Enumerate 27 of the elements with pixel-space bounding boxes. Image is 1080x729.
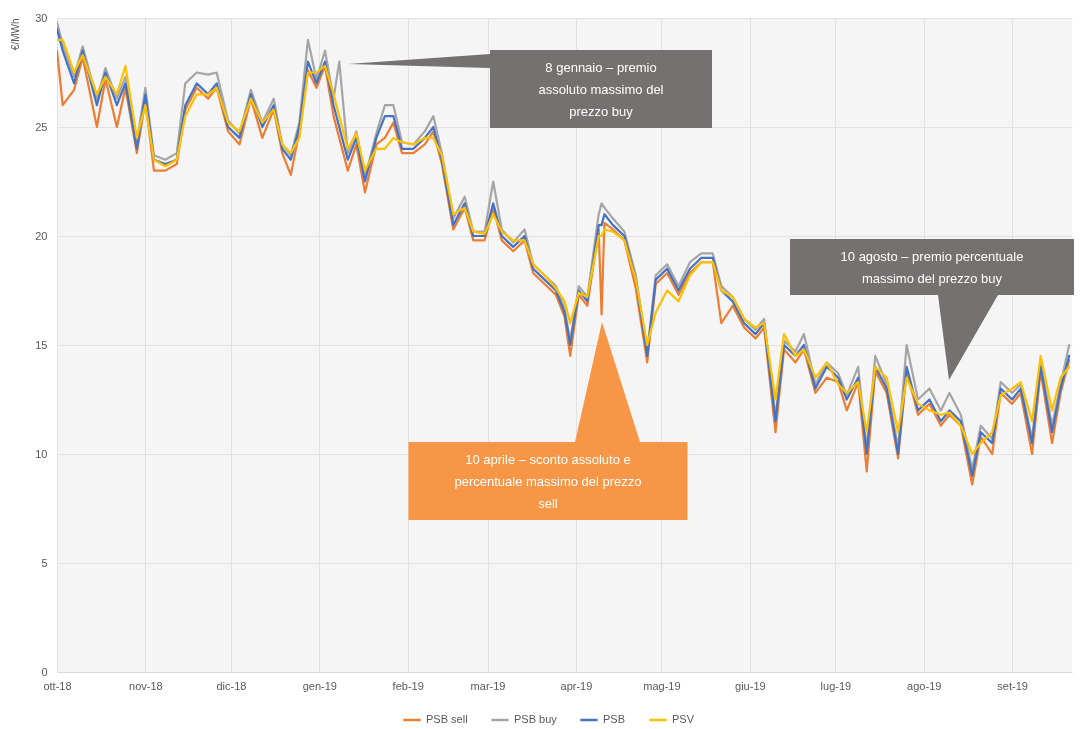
y-axis-title: €/MWh: [9, 18, 21, 51]
annotation: 10 aprile – sconto assoluto e percentuale massimo del prezzo sell: [454, 452, 642, 511]
x-tick-label: set-19: [997, 679, 1028, 692]
x-tick-label: ago-19: [907, 679, 942, 692]
legend-label: PSB: [603, 713, 626, 725]
y-tick-label: 10: [35, 447, 48, 460]
x-tick-label: nov-18: [129, 679, 163, 692]
x-tick-label: mag-19: [643, 679, 681, 692]
x-tick-label: gen-19: [302, 679, 337, 692]
y-tick-label: 5: [41, 556, 48, 569]
legend-label: PSB buy: [514, 713, 558, 725]
x-tick-label: lug-19: [820, 679, 852, 692]
y-tick-label: 25: [35, 120, 48, 133]
x-tick-label: dic-18: [216, 679, 247, 692]
y-tick-label: 20: [35, 229, 48, 242]
annotation: 10 agosto – premio percentuale massimo del prezzo buy: [840, 249, 1024, 286]
y-tick-label: 15: [35, 338, 48, 351]
x-tick-label: mar-19: [470, 679, 506, 692]
x-tick-label: ott-18: [43, 679, 72, 692]
x-tick-label: apr-19: [560, 679, 593, 692]
legend-label: PSV: [672, 713, 695, 725]
y-tick-label: 0: [41, 665, 48, 678]
annotation: 8 gennaio – premio assoluto massimo del prezzo buy: [538, 60, 664, 119]
x-tick-label: giu-19: [735, 679, 766, 692]
y-tick-label: 30: [35, 11, 48, 24]
legend-label: PSB sell: [426, 713, 468, 725]
x-tick-label: feb-19: [392, 679, 424, 692]
